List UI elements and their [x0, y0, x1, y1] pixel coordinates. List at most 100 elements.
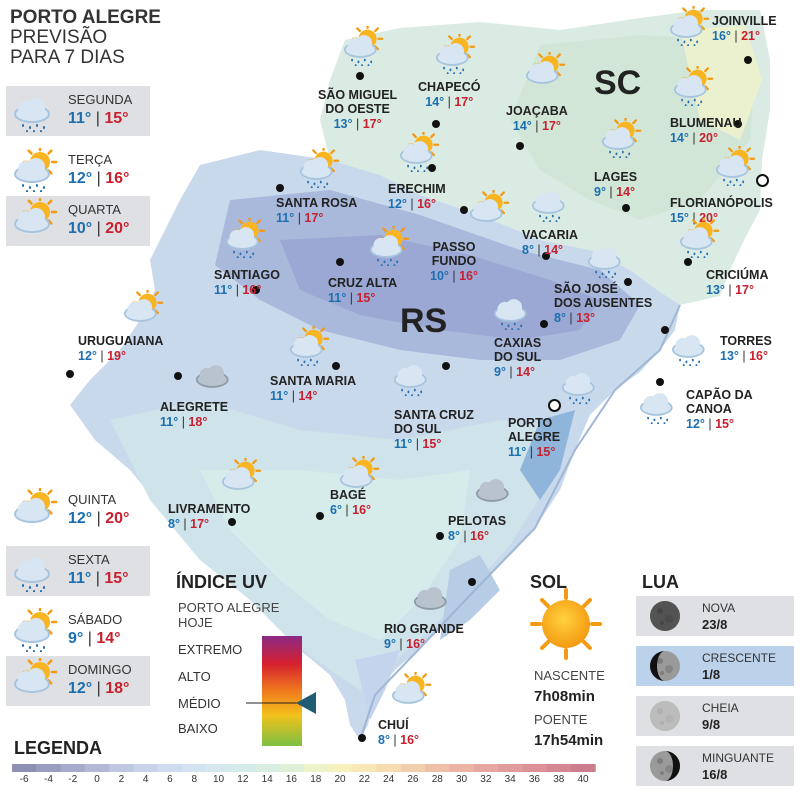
sun-cloud-icon [388, 669, 434, 712]
city-temps: 13° | 17° [333, 117, 382, 131]
city-label-santa-cruz: SANTA CRUZ DO SUL 11° | 15° [394, 408, 474, 451]
cloud-rain-icon [636, 384, 682, 425]
day-row: QUARTA 10° | 20° [6, 194, 150, 246]
city-marker [228, 518, 236, 526]
day-max: 18° [105, 680, 130, 697]
day-temps: 12° | 20° [68, 510, 130, 527]
legend-swatch [182, 764, 207, 772]
city-name: PELOTAS [448, 514, 507, 528]
city-min: 8° [448, 529, 460, 543]
city-min: 11° [508, 445, 527, 459]
city-max: 14° [516, 365, 536, 379]
city-name: CANOA [686, 402, 732, 416]
city-max: 16° [470, 529, 490, 543]
city-label-santa-maria: SANTA MARIA 11° | 14° [270, 374, 356, 403]
city-marker [468, 578, 476, 586]
day-temps: 12° | 16° [68, 170, 130, 187]
city-max: 16° [400, 733, 420, 747]
city-label-livramento: LIVRAMENTO 8° | 17° [168, 502, 250, 531]
city-label-santiago: SANTIAGO 11° | 16° [214, 268, 280, 297]
city-max: 20° [699, 131, 719, 145]
moon-phase-name: MINGUANTE [702, 751, 774, 765]
city-min: 11° [214, 283, 233, 297]
uv-level-extremo: EXTREMO [178, 642, 243, 657]
city-temps: 14° | 17° [425, 95, 474, 109]
city-marker [356, 72, 364, 80]
day-min: 12° [68, 170, 93, 187]
day-row: QUINTA 12° | 20° [6, 484, 150, 536]
moon-phase-name: CRESCENTE [702, 651, 777, 665]
city-min: 8° [168, 517, 180, 531]
cloud-rain-icon [558, 364, 604, 405]
day-temps: 11° | 15° [68, 570, 129, 587]
city-temps: 16° | 21° [712, 29, 761, 43]
city-temps: 11° | 14° [270, 389, 318, 403]
city-temps: 11° | 15° [328, 291, 376, 305]
legend-tick: 0 [94, 774, 100, 785]
cloud-rain-icon [668, 326, 714, 367]
sunrise-label: NASCENTE [534, 668, 605, 683]
city-temps: 13° | 16° [720, 349, 769, 363]
city-name: PORTO [508, 416, 553, 430]
city-name: SANTA MARIA [270, 374, 357, 388]
city-name: DO OESTE [325, 102, 390, 116]
city-label-passo-fundo: PASSO FUNDO 10° | 16° [430, 240, 478, 283]
day-name: SEXTA [68, 552, 110, 567]
sun-cloud-rain-icon [340, 23, 386, 67]
legend-swatch [498, 764, 523, 772]
day-min: 10° [68, 220, 93, 237]
city-min: 11° [160, 415, 179, 429]
uv-day: HOJE [178, 615, 213, 630]
legend-swatch [255, 764, 280, 772]
moon-phase-row: CRESCENTE 1/8 [636, 646, 794, 686]
sun-cloud-icon [336, 453, 382, 496]
legend-tick: 38 [553, 774, 565, 785]
city-name: VACARIA [522, 228, 579, 242]
title-line3: PARA 7 DIAS [10, 47, 125, 68]
day-name: QUARTA [68, 202, 121, 217]
city-temps: 15° | 20° [670, 211, 719, 225]
moon-phase-date: 9/8 [702, 717, 721, 732]
sun-cloud-rain-icon [396, 129, 442, 173]
city-marker [734, 120, 742, 128]
city-min: 8° [378, 733, 390, 747]
city-min: 10° [430, 269, 449, 283]
day-max: 15° [104, 110, 129, 127]
moon-phase-row: MINGUANTE 16/8 [636, 746, 794, 786]
city-max: 15° [356, 291, 376, 305]
city-temps: 8° | 17° [168, 517, 210, 531]
city-marker [174, 372, 182, 380]
sun-cloud-icon [10, 654, 60, 702]
day-temps: 11° | 15° [68, 110, 129, 127]
sun-cloud-icon [522, 49, 568, 92]
city-max: 16° [352, 503, 372, 517]
day-max: 20° [105, 220, 130, 237]
city-max: 14° [616, 185, 636, 199]
sun-cloud-icon [218, 455, 264, 498]
city-name: CHUÍ [378, 718, 409, 732]
legend-swatch [570, 764, 596, 772]
city-temps: 13° | 17° [706, 283, 755, 297]
day-row: TERÇA 12° | 16° [6, 144, 150, 196]
legend-swatch [36, 764, 62, 772]
city-label-rio-grande: RIO GRANDE 9° | 16° [384, 622, 464, 651]
city-name: BLUMENAU [670, 116, 742, 130]
day-row: DOMINGO 12° | 18° [6, 654, 150, 706]
title-city: PORTO ALEGRE [10, 7, 161, 28]
legend-tick: 26 [407, 774, 419, 785]
uv-level-medio: MÉDIO [178, 696, 221, 711]
legend-tick: 4 [142, 774, 149, 785]
legend-swatch [133, 764, 159, 772]
city-min: 12° [686, 417, 705, 431]
legend-tick: 24 [383, 774, 395, 785]
moon-phase-date: 16/8 [702, 767, 728, 782]
legend-tick: -2 [68, 774, 78, 785]
day-row: SEGUNDA 11° | 15° [6, 86, 150, 136]
dark-cloud-icon [472, 470, 518, 510]
city-temps: 14° | 20° [670, 131, 719, 145]
city-max: 17° [362, 117, 382, 131]
city-name: CRUZ ALTA [328, 276, 398, 290]
sun-cloud-rain-icon [222, 215, 268, 259]
city-name: ALEGRE [508, 430, 561, 444]
city-min: 13° [720, 349, 739, 363]
